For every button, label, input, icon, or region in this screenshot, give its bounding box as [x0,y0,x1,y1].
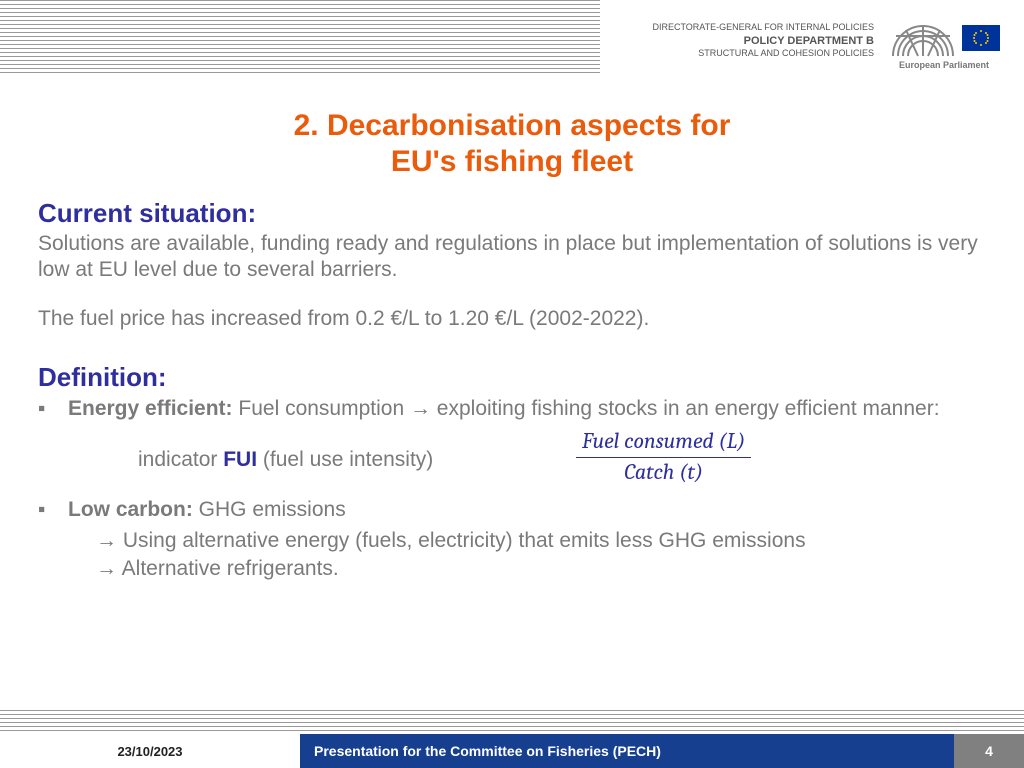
header-stripe-decor [0,0,600,75]
energy-efficient-label: Energy efficient: [68,397,233,420]
bullet-marker-icon: ▪ [38,496,68,523]
indicator-pre: indicator [138,448,223,471]
footer-date: 23/10/2023 [0,734,300,768]
low-carbon-sub2: → Alternative refrigerants. [38,555,986,582]
title-line-1: 2. Decarbonisation aspects for [294,109,731,142]
org-line-3: STRUCTURAL AND COHESION POLICIES [652,48,874,60]
low-carbon-label: Low carbon: [68,498,193,521]
org-line-1: DIRECTORATE-GENERAL FOR INTERNAL POLICIE… [652,22,874,34]
low-carbon-text: GHG emissions [193,498,346,521]
footer-bar: 23/10/2023 Presentation for the Committe… [0,734,1024,768]
indicator-post: (fuel use intensity) [257,448,433,471]
ep-label: European Parliament [899,60,989,70]
current-p1: Solutions are available, funding ready a… [38,231,986,284]
footer-page-number: 4 [954,734,1024,768]
fui-formula: Fuel consumed (L) Catch (t) [576,428,751,485]
definition-heading: Definition: [38,362,986,393]
org-line-2: POLICY DEPARTMENT B [652,34,874,48]
formula-numerator: Fuel consumed (L) [576,428,751,455]
current-situation-heading: Current situation: [38,198,986,229]
title-line-2: EU's fishing fleet [391,145,633,178]
header-org-block: DIRECTORATE-GENERAL FOR INTERNAL POLICIE… [652,22,874,60]
formula-denominator: Catch (t) [576,457,751,485]
slide-title: 2. Decarbonisation aspects for EU's fish… [0,108,1024,180]
indicator-line: indicator FUI (fuel use intensity) [38,448,433,472]
slide-content: Current situation: Solutions are availab… [38,198,986,582]
bullet-marker-icon: ▪ [38,395,68,422]
low-carbon-sub1: → Using alternative energy (fuels, elect… [38,527,986,554]
current-p2: The fuel price has increased from 0.2 €/… [38,306,986,332]
bullet-low-carbon: ▪ Low carbon: GHG emissions [38,496,986,523]
bullet-energy-efficient: ▪ Energy efficient: Fuel consumption → e… [38,395,986,422]
eu-flag-icon [962,25,1000,51]
energy-efficient-text: Fuel consumption → exploiting fishing st… [233,397,940,420]
footer-title: Presentation for the Committee on Fisher… [300,734,954,768]
hemicycle-icon [888,18,958,58]
footer-stripe-decor [0,710,1024,734]
fui-label: FUI [223,448,257,471]
european-parliament-logo: European Parliament [884,18,1004,88]
